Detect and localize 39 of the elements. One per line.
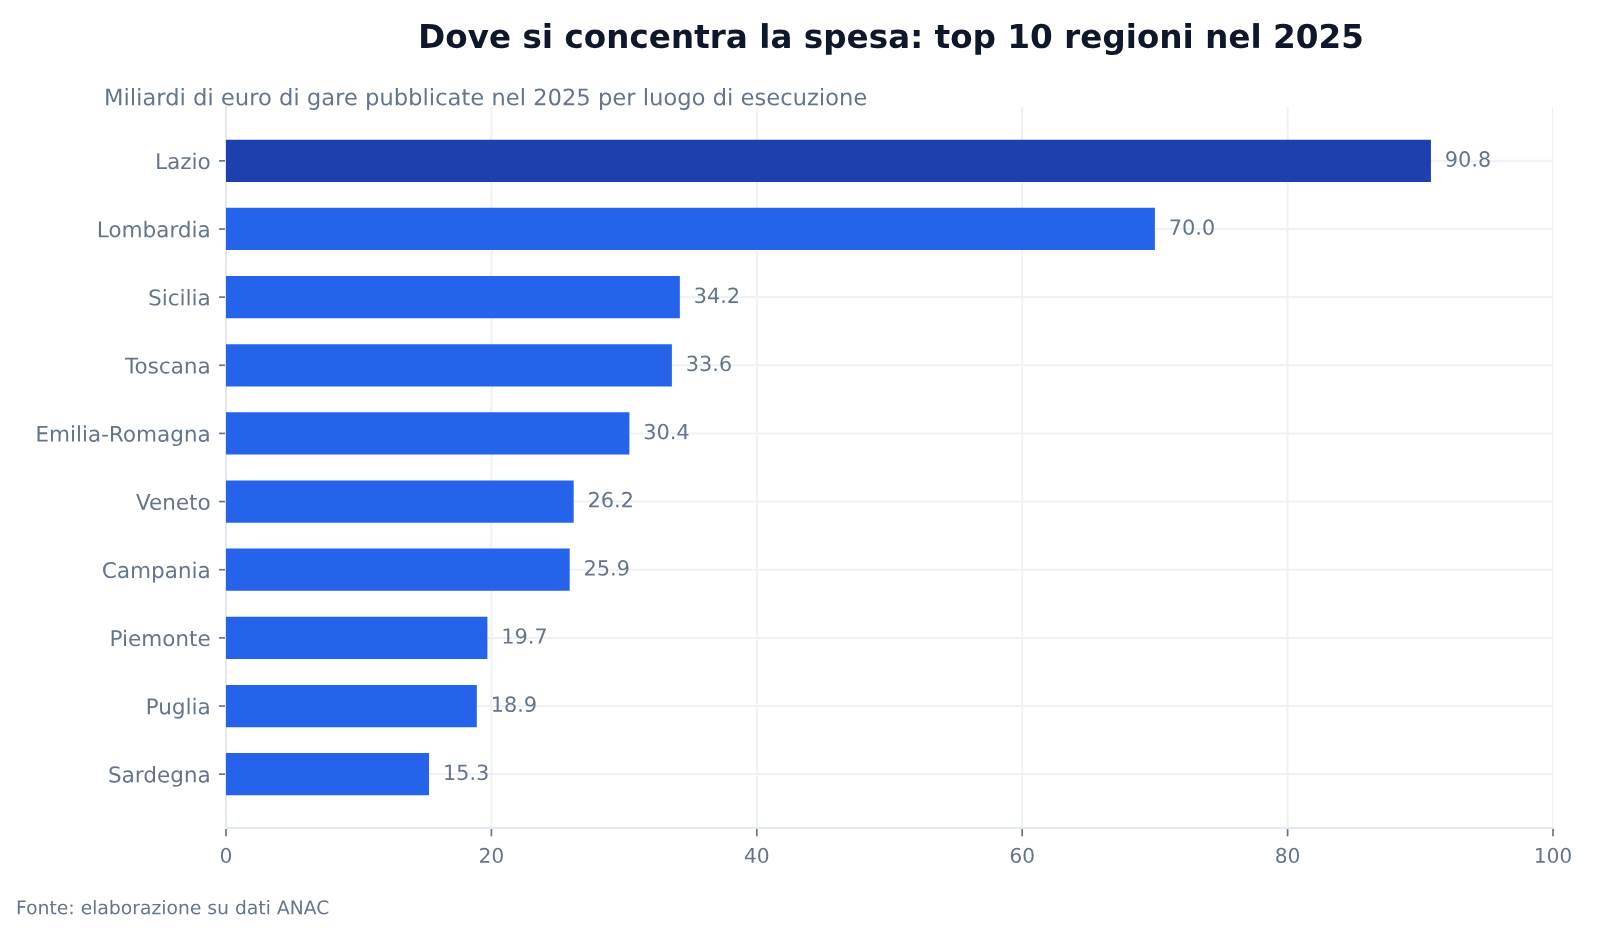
- data-label: 30.4: [644, 423, 689, 440]
- x-tick-label: 60: [1010, 847, 1034, 864]
- chart-title: Dove si concentra la spesa: top 10 regioni nel 2025: [421, 23, 1362, 55]
- bar: [226, 412, 630, 455]
- y-tick-label: Toscana: [124, 357, 209, 374]
- x-tick-label: 20: [480, 847, 503, 864]
- x-tick-label: 80: [1276, 847, 1300, 864]
- y-tick-label: Sicilia: [149, 288, 209, 306]
- bar: [226, 548, 570, 591]
- chart-subtitle: Miliardi di euro di gare pubblicate nel 2025 per luogo di esecuzione: [106, 88, 867, 110]
- data-label: 26.2: [589, 491, 632, 508]
- bar: [226, 480, 574, 523]
- bar: [226, 276, 680, 319]
- data-label: 15.3: [445, 764, 488, 781]
- y-tick-label: Emilia-Romagna: [37, 425, 209, 447]
- data-label: 34.2: [695, 287, 739, 304]
- y-tick-label: Piemonte: [111, 629, 210, 647]
- bar: [226, 753, 430, 796]
- x-tick-label: 40: [744, 847, 769, 864]
- x-tick-label: 0: [220, 847, 232, 864]
- y-tick-label: Lazio: [157, 152, 210, 170]
- bar: [226, 139, 1431, 182]
- data-label: 33.6: [687, 355, 731, 372]
- data-label: 90.8: [1446, 151, 1490, 167]
- data-label: 19.7: [503, 628, 546, 644]
- bar: [226, 207, 1155, 251]
- y-tick-label: Sardegna: [109, 765, 209, 787]
- x-tick-label: 100: [1535, 847, 1571, 864]
- data-label: 25.9: [585, 560, 629, 576]
- y-tick-label: Lombardia: [98, 220, 209, 238]
- source-note: Fonte: elaborazione su dati ANAC: [17, 899, 329, 915]
- bar: [226, 616, 488, 659]
- bar: [226, 344, 672, 387]
- data-label: 70.0: [1170, 219, 1214, 236]
- bar: [226, 684, 477, 728]
- y-tick-label: Veneto: [136, 494, 210, 511]
- data-label: 18.9: [492, 696, 536, 713]
- y-tick-label: Puglia: [147, 697, 209, 719]
- y-tick-label: Campania: [103, 561, 209, 583]
